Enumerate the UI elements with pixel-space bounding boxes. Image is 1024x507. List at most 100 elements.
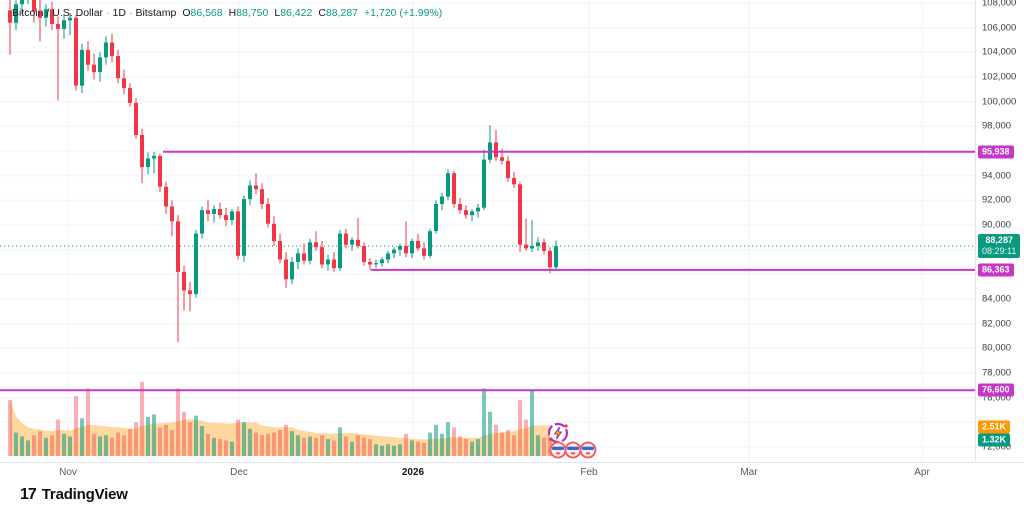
volume-bar [230, 441, 234, 456]
volume-bar [332, 440, 336, 456]
volume-bar [188, 422, 192, 456]
grid [0, 0, 975, 462]
volume-bar [86, 388, 90, 456]
time-tick-label: 2026 [401, 467, 425, 478]
volume-bar [494, 424, 498, 456]
cool-face-sticker[interactable] [564, 441, 582, 459]
price-tick-label: 84,000 [982, 293, 1012, 305]
symbol-name[interactable]: Bitcoin / U.S. Dollar [12, 7, 104, 19]
volume-bar [530, 391, 534, 456]
candle-body [56, 24, 60, 29]
volume-bar [206, 433, 210, 456]
ohlc-value: 86,422 [280, 7, 313, 19]
volume-bar [50, 435, 54, 456]
candle-body [224, 215, 228, 220]
ohlc-value: 88,750 [236, 7, 269, 19]
candle-body [50, 9, 54, 24]
volume-bar [296, 435, 300, 456]
volume-bar [242, 422, 246, 456]
volume-bar [110, 437, 114, 456]
time-scale[interactable]: Nov Dec 2026 Feb Mar Apr [0, 462, 1024, 482]
candle-body [44, 9, 48, 18]
candle-body [452, 173, 456, 204]
volume-bar [422, 443, 426, 456]
volume-bar [176, 388, 180, 456]
face-sunglasses [567, 446, 579, 450]
candle-body [290, 262, 294, 280]
candle-body [236, 211, 240, 256]
volume-bar [260, 435, 264, 456]
volume-bar [170, 430, 174, 456]
candle-body [260, 189, 264, 204]
level-price-badge: 95,938 [978, 145, 1014, 159]
volume-bar [434, 424, 438, 456]
candle-body [164, 186, 168, 207]
candle-body [362, 246, 366, 262]
candle-body [530, 246, 534, 249]
volume-bar [488, 411, 492, 456]
chart-pane[interactable] [0, 0, 975, 462]
candle-body [398, 246, 402, 250]
time-tick-label: Mar [740, 467, 758, 478]
volume-value-badge: 1.32K [978, 433, 1011, 447]
volume-bar [26, 440, 30, 456]
candle-body [386, 253, 390, 260]
volume-bar [158, 427, 162, 456]
price-change: +1,720 (+1.99%) [364, 7, 443, 19]
ohlc-value: 86,568 [190, 7, 223, 19]
volume-bar [452, 427, 456, 456]
candle-body [422, 248, 426, 256]
ohlc-letter: C [318, 7, 326, 19]
volume-bar [464, 439, 468, 456]
volume-bar [368, 439, 372, 456]
volume-series [8, 381, 558, 456]
candle-body [20, 0, 24, 5]
volume-bar [146, 417, 150, 456]
candle-body [554, 246, 558, 268]
candle-body [218, 209, 222, 216]
volume-bar [386, 444, 390, 456]
volume-bar [266, 433, 270, 456]
ohlc-letter: H [228, 7, 237, 19]
timeframe-selector[interactable]: 1D [112, 7, 126, 19]
price-scale[interactable]: 108,000 106,000 104,000 102,000 100,000 98,00… [975, 0, 1024, 462]
exchange-name[interactable]: Bitstamp [135, 7, 177, 19]
time-tick-label: Nov [59, 467, 77, 478]
volume-bar [254, 432, 258, 456]
volume-bar [20, 436, 24, 456]
candle-body [314, 242, 318, 248]
current-price-badge: 88,287 08:29:11 [978, 234, 1021, 259]
candle-body [548, 250, 552, 268]
cool-face-sticker[interactable] [549, 441, 567, 459]
volume-bar [272, 432, 276, 456]
candle-body [134, 102, 138, 135]
candle-body [464, 210, 468, 216]
zap-dot [564, 424, 568, 428]
volume-bar [410, 440, 414, 456]
price-tick-label: 106,000 [982, 22, 1017, 34]
face-sunglasses [552, 446, 564, 450]
cool-face-sticker[interactable] [579, 441, 597, 459]
price-tick-label: 76,000 [982, 392, 1012, 404]
volume-bar [338, 427, 342, 456]
tradingview-logo[interactable]: 17 TradingView [20, 486, 128, 504]
volume-bar [200, 426, 204, 456]
current-price-value: 88,287 [985, 235, 1013, 246]
volume-bar [128, 428, 132, 456]
price-tick-label: 72,000 [982, 441, 1012, 453]
price-tick-label: 98,000 [982, 120, 1012, 132]
candle-body [416, 241, 420, 249]
candle-body [440, 196, 444, 204]
volume-bar [98, 436, 102, 456]
volume-bar [134, 422, 138, 456]
volume-bar [416, 441, 420, 456]
zap-sticker[interactable] [547, 422, 569, 444]
candle-body [434, 204, 438, 232]
volume-bar [218, 439, 222, 456]
volume-bar [116, 432, 120, 456]
candle-body [458, 204, 462, 211]
volume-bar [350, 441, 354, 456]
candle-body [512, 178, 516, 185]
ohlc-letter: O [182, 7, 191, 19]
candle-body [110, 42, 114, 57]
